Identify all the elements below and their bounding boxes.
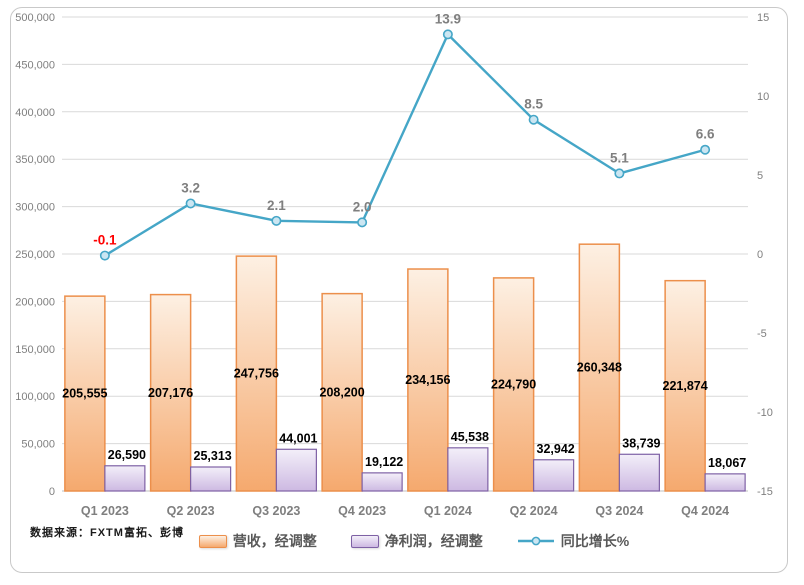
net-profit-value-label: 25,313 (194, 449, 232, 463)
left-axis-tick-label: 350,000 (15, 154, 55, 166)
bar-revenue-q3-2023 (235, 255, 278, 492)
x-axis-label-q4-2024: Q4 2024 (681, 504, 729, 518)
bar-data-labels: 205,555 26,590 207,176 25,313 247,756 44,001 2… (62, 361, 746, 470)
yoy-value-label: 2.0 (353, 199, 372, 214)
left-axis-tick-label: 50,000 (21, 439, 55, 451)
left-axis-tick-label: 300,000 (15, 202, 55, 214)
left-axis-tick-label: 400,000 (15, 107, 55, 119)
net-profit-value-label: 32,942 (537, 442, 575, 456)
net-profit-value-label: 19,122 (365, 455, 403, 469)
revenue-value-label: 234,156 (405, 373, 450, 387)
net-profit-value-label: 26,590 (108, 448, 146, 462)
legend-item-net-profit: 净利润，经调整 (350, 531, 483, 551)
left-axis-tick-label: 200,000 (15, 296, 55, 308)
net-profit-value-label: 44,001 (279, 431, 317, 445)
yoy-line-swatch-icon (517, 536, 554, 546)
bar-net-profit-q3-2023 (275, 448, 317, 492)
left-axis-tick-label: 500,000 (15, 12, 55, 24)
x-axis-label-q3-2023: Q3 2023 (252, 504, 300, 518)
right-axis-tick-label: -5 (757, 328, 767, 340)
yoy-marker-q1-2024 (442, 29, 453, 40)
chart-legend: 营收，经调整 净利润，经调整 同比增长% (0, 531, 804, 551)
revenue-swatch-icon (198, 534, 227, 548)
right-axis-ticks: 15 10 5 0 -5 -10 -15 (757, 12, 773, 498)
x-axis-label-q4-2023: Q4 2023 (338, 504, 386, 518)
x-axis-label-q2-2024: Q2 2024 (510, 504, 558, 518)
right-axis-tick-label: 10 (757, 91, 769, 103)
yoy-marker-q2-2024 (528, 114, 539, 125)
left-axis-tick-label: 0 (49, 486, 55, 498)
bar-net-profit-q4-2023 (361, 472, 403, 492)
bar-net-profit-q4-2024 (704, 473, 746, 492)
revenue-value-label: 224,790 (491, 377, 536, 391)
revenue-value-label: 260,348 (577, 361, 622, 375)
source-note: 数据来源：FXTM富拓、彭博 (30, 527, 184, 539)
bar-net-profit-q2-2024 (533, 459, 575, 492)
bar-net-profit-q3-2024 (618, 453, 660, 492)
right-axis-tick-label: -10 (757, 407, 773, 419)
yoy-value-label: -0.1 (93, 233, 117, 248)
left-axis-ticks: 500,000 450,000 400,000 350,000 300,000 250,0… (15, 12, 55, 498)
yoy-value-label: 2.1 (267, 198, 286, 213)
yoy-marker-q2-2023 (185, 198, 196, 209)
yoy-growth-line (104, 33, 706, 257)
right-axis-tick-label: 15 (757, 12, 769, 24)
x-axis-label-q1-2024: Q1 2024 (424, 504, 472, 518)
legend-label-yoy-growth: 同比增长% (560, 533, 630, 549)
bar-net-profit-q1-2024 (447, 447, 489, 492)
legend-item-revenue: 营收，经调整 (198, 531, 317, 551)
net-profit-value-label: 18,067 (708, 456, 746, 470)
bar-revenue-q4-2024 (664, 279, 706, 492)
x-axis-labels: Q1 2023 Q2 2023 Q3 2023 Q4 2023 Q1 2024 Q2 20… (81, 504, 729, 518)
left-axis-tick-label: 100,000 (15, 391, 55, 403)
legend-label-net-profit: 净利润，经调整 (384, 533, 483, 549)
net-profit-swatch-icon (350, 534, 379, 548)
yoy-value-label: 3.2 (181, 180, 200, 195)
bar-revenue-q1-2024 (407, 268, 449, 492)
revenue-value-label: 221,874 (663, 379, 708, 393)
legend-label-revenue: 营收，经调整 (232, 533, 317, 549)
net-profit-value-label: 45,538 (451, 430, 489, 444)
revenue-value-label: 205,555 (62, 387, 107, 401)
left-axis-tick-label: 150,000 (15, 344, 55, 356)
bar-net-profit-q2-2023 (190, 466, 232, 492)
legend-item-yoy-growth: 同比增长% (517, 531, 629, 551)
revenue-value-label: 208,200 (320, 385, 365, 399)
yoy-value-label: 6.6 (696, 127, 715, 142)
yoy-value-label: 13.9 (435, 11, 461, 26)
net-profit-value-label: 38,739 (622, 436, 660, 450)
revenue-value-label: 207,176 (148, 386, 193, 400)
bar-series (64, 243, 746, 492)
left-axis-tick-label: 250,000 (15, 249, 55, 261)
left-axis-tick-label: 450,000 (15, 59, 55, 71)
bar-revenue-q1-2023 (64, 295, 106, 492)
right-axis-tick-label: -15 (757, 486, 773, 498)
yoy-growth-line-series: -0.1 3.2 2.1 2.0 13.9 8.5 5.1 6.6 (93, 11, 715, 261)
x-axis-label-q1-2023: Q1 2023 (81, 504, 129, 518)
x-axis-label-q2-2023: Q2 2023 (167, 504, 215, 518)
yoy-marker-q3-2023 (271, 215, 282, 226)
bar-revenue-q2-2023 (149, 293, 192, 492)
yoy-marker-q4-2023 (357, 217, 368, 228)
yoy-marker-q4-2024 (700, 144, 711, 155)
bar-revenue-q3-2024 (578, 243, 621, 492)
yoy-marker-q3-2024 (614, 168, 625, 179)
right-axis-tick-label: 0 (757, 249, 763, 261)
x-axis-label-q3-2024: Q3 2024 (595, 504, 643, 518)
right-axis-tick-label: 5 (757, 170, 763, 182)
yoy-marker-q1-2023 (99, 250, 110, 261)
bar-revenue-q4-2023 (321, 292, 363, 492)
revenue-value-label: 247,756 (234, 367, 279, 381)
yoy-value-label: 5.1 (610, 150, 629, 165)
bar-net-profit-q1-2023 (104, 465, 146, 492)
yoy-value-label: 8.5 (524, 97, 543, 112)
bar-revenue-q2-2024 (492, 277, 535, 492)
